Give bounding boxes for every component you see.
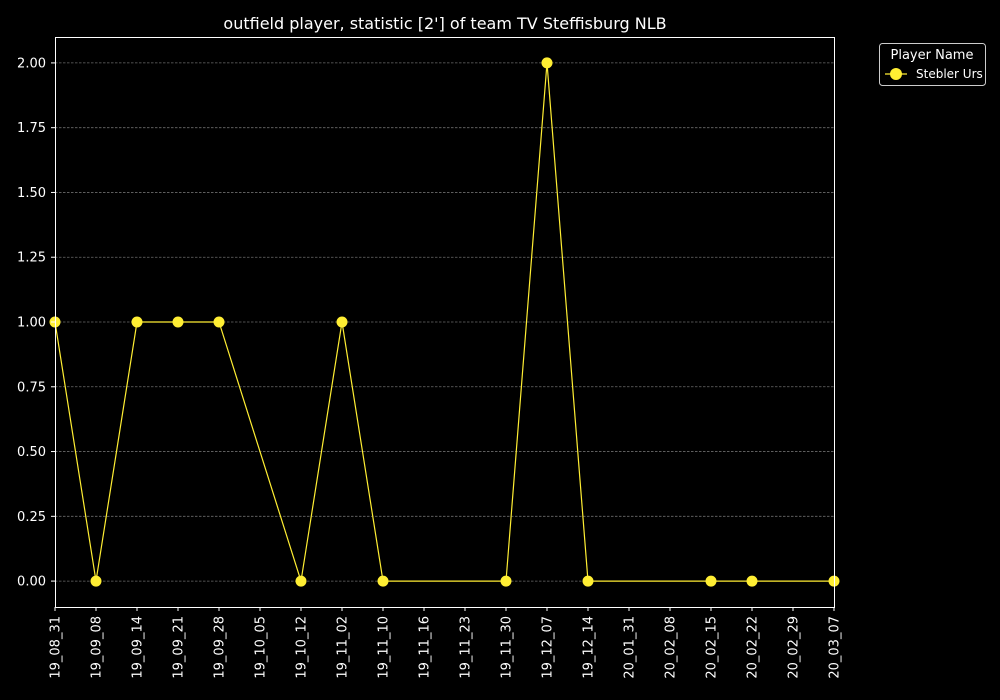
x-tick-label: 20_02_22 (746, 616, 761, 679)
x-tick-label: 19_10_05 (254, 616, 269, 679)
x-tick-label: 19_12_07 (541, 616, 556, 679)
x-tick-label: 19_10_12 (295, 616, 310, 679)
x-tick-label: 19_12_14 (582, 616, 597, 679)
data-point (336, 316, 348, 328)
x-tick-label: 19_11_23 (459, 616, 474, 679)
x-tick-label: 20_03_07 (828, 616, 843, 679)
y-tick-label: 1.75 (17, 121, 46, 136)
data-point (582, 575, 594, 587)
y-axis: 0.00 0.25 0.50 0.75 1.00 1.25 1.50 1.75 2.00 (17, 56, 55, 590)
x-tick-label: 19_11_02 (336, 616, 351, 679)
plot-area (55, 37, 835, 608)
x-tick-label: 19_09_21 (172, 616, 187, 679)
data-point (295, 575, 307, 587)
series-markers (49, 57, 840, 587)
x-tick-label: 20_01_31 (623, 616, 638, 679)
x-tick-label: 19_08_31 (49, 616, 64, 679)
data-point (377, 575, 389, 587)
x-tick-label: 20_02_08 (664, 616, 679, 679)
data-point (131, 316, 143, 328)
data-point (500, 575, 512, 587)
x-tick-label: 19_09_28 (213, 616, 228, 679)
y-tick-label: 1.25 (17, 251, 46, 266)
y-tick-label: 0.25 (17, 510, 46, 525)
y-tick-label: 0.50 (17, 445, 46, 460)
y-tick-label: 1.00 (17, 316, 46, 331)
series-line (54, 62, 834, 582)
x-tick-label: 20_02_15 (705, 616, 720, 679)
legend-title: Player Name (891, 48, 974, 63)
chart-title: outfield player, statistic [2'] of team … (223, 14, 666, 33)
legend: Player Name Stebler Urs (879, 43, 986, 86)
data-point (90, 575, 102, 587)
data-point (746, 575, 758, 587)
legend-box (879, 43, 986, 86)
y-tick-label: 0.75 (17, 380, 46, 395)
data-point (172, 316, 184, 328)
legend-label: Stebler Urs (916, 67, 983, 81)
x-tick-label: 19_09_14 (131, 616, 146, 679)
y-tick-label: 1.50 (17, 186, 46, 201)
x-tick-label: 20_02_29 (787, 616, 802, 679)
y-tick-label: 2.00 (17, 56, 46, 71)
x-tick-label: 19_11_30 (500, 616, 515, 679)
y-tick-label: 0.00 (17, 575, 46, 590)
data-point (213, 316, 225, 328)
x-tick-label: 19_09_08 (90, 616, 105, 679)
x-tick-label: 19_11_10 (377, 616, 392, 679)
x-axis: 19_08_31 19_09_08 19_09_14 19_09_21 19_09_28… (49, 607, 843, 679)
legend-marker-swatch (890, 68, 902, 80)
data-point (705, 575, 717, 587)
series-lines (54, 62, 834, 582)
x-tick-label: 19_11_16 (418, 616, 433, 679)
data-point (541, 57, 553, 69)
